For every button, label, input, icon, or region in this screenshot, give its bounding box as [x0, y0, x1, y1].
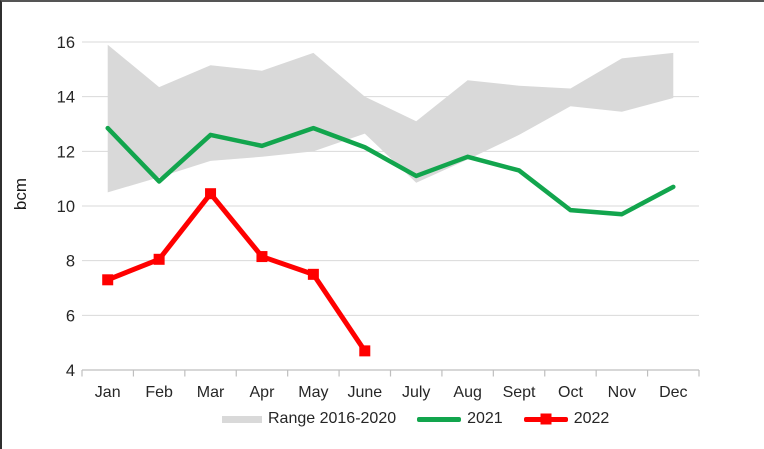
x-tick-label: Apr: [250, 384, 276, 401]
series-line-2022: [105, 191, 368, 354]
y-tick-label: 12: [57, 143, 75, 161]
legend: Range 2016-2020 2021 2022: [222, 410, 609, 428]
data-point-marker: [359, 345, 371, 357]
x-tick-label: June: [347, 384, 382, 401]
x-tick-label: Aug: [453, 384, 481, 401]
legend-label-2021: 2021: [467, 410, 503, 427]
y-tick-label: 16: [57, 34, 75, 52]
y-tick-label: 10: [57, 198, 75, 216]
data-point-marker: [102, 274, 114, 286]
x-tick-label: Mar: [197, 384, 225, 401]
x-tick-label: Oct: [558, 384, 583, 401]
x-tick-label: May: [298, 384, 328, 401]
y-tick-label: 14: [57, 89, 75, 107]
y-tick-label: 6: [66, 307, 75, 325]
legend-label-range: Range 2016-2020: [268, 410, 397, 427]
x-tick-label: July: [402, 384, 430, 401]
legend-band-swatch: [222, 415, 262, 423]
data-point-marker: [153, 253, 165, 265]
x-tick-label: Feb: [145, 384, 173, 401]
y-axis-title: bcm: [11, 177, 30, 211]
range-band: [107, 44, 674, 193]
x-tick-label: Dec: [659, 384, 687, 401]
legend-item-range: Range 2016-2020: [222, 410, 396, 428]
legend-line-swatch-2022: [523, 413, 568, 425]
x-tick-label: Jan: [95, 384, 121, 401]
y-tick-label: 4: [66, 362, 75, 380]
y-tick-label: 8: [66, 253, 75, 271]
legend-line-swatch-2021: [417, 416, 462, 422]
x-tick-label: Sept: [503, 384, 536, 401]
legend-square-marker-icon: [540, 413, 552, 425]
legend-label-2022: 2022: [573, 410, 610, 427]
legend-item-2021: 2021: [417, 410, 503, 428]
x-tick-label: Nov: [608, 384, 636, 401]
data-point-marker: [205, 188, 217, 200]
legend-item-2022: 2022: [523, 410, 610, 428]
data-point-marker: [307, 268, 319, 280]
series-line-2021: [105, 125, 676, 217]
data-point-marker: [256, 251, 268, 263]
